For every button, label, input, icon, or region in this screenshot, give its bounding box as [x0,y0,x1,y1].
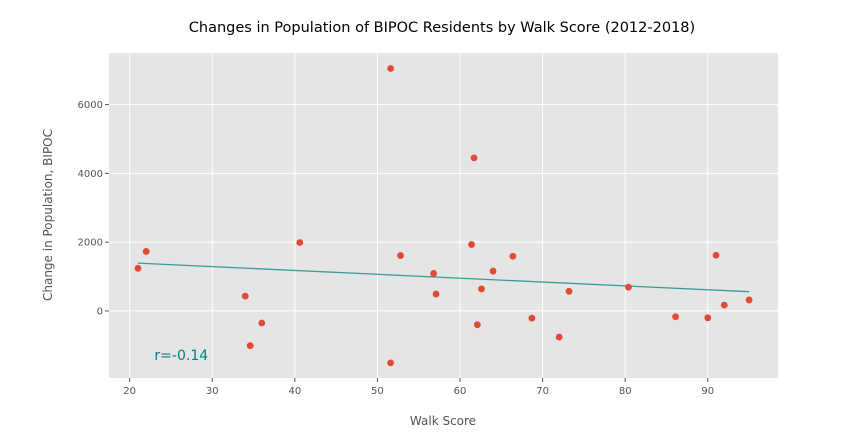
data-point-3 [246,342,254,350]
x-tick-label-4: 60 [454,386,467,397]
data-point-1 [142,248,150,255]
y-tick-label-0: 0 [97,306,103,317]
correlation-annotation: r=-0.14 [154,348,208,364]
data-points [134,65,753,367]
data-point-4 [258,319,266,327]
x-tick-label-7: 90 [701,386,714,397]
x-tick-label-3: 50 [371,386,384,397]
data-point-22 [704,314,712,322]
data-point-21 [672,313,679,321]
x-tick-label-0: 20 [123,386,136,397]
x-tick-label-5: 70 [536,386,549,397]
x-axis-ticks: 20 30 40 50 60 70 80 90 [123,378,714,397]
y-axis-ticks: 0 2000 4000 6000 [78,100,109,317]
data-point-12 [470,154,478,162]
x-axis-label: Walk Score [410,414,476,428]
plot-area [109,53,778,378]
data-point-18 [555,333,563,341]
chart-title: Changes in Population of BIPOC Residents… [189,20,695,36]
x-tick-label-2: 40 [288,386,301,397]
data-point-16 [509,252,517,260]
y-tick-label-2: 4000 [78,169,103,180]
data-point-24 [720,301,728,309]
data-point-6 [387,65,395,72]
data-point-5 [296,239,304,246]
data-point-14 [478,285,485,293]
data-point-10 [432,290,440,298]
data-point-15 [489,267,497,275]
data-point-17 [528,314,536,322]
y-tick-label-3: 6000 [78,100,103,111]
data-point-20 [625,283,632,291]
y-axis-label: Change in Population, BIPOC [41,129,55,301]
x-tick-label-6: 80 [619,386,632,397]
data-point-9 [430,270,437,277]
data-point-7 [387,359,395,367]
data-point-8 [397,252,404,259]
data-point-25 [745,296,753,304]
x-tick-label-1: 30 [206,386,219,397]
data-point-11 [468,241,475,248]
data-point-19 [565,287,573,295]
gridlines [109,53,778,378]
data-point-13 [473,321,481,329]
trendline-group [137,262,750,293]
data-point-0 [134,264,142,272]
data-point-2 [241,292,249,300]
y-tick-label-1: 2000 [78,238,103,249]
trendline [137,262,750,293]
data-point-23 [712,251,720,259]
